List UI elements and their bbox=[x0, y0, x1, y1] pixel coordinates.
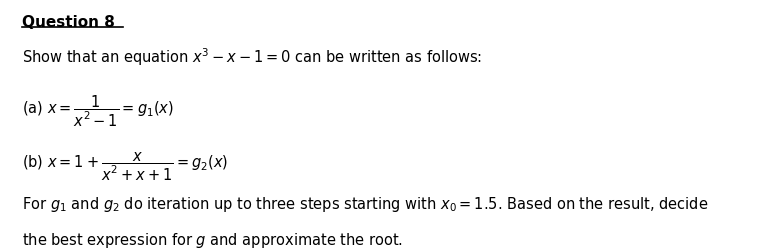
Text: (a) $x=\dfrac{1}{x^2-1}=g_1(x)$: (a) $x=\dfrac{1}{x^2-1}=g_1(x)$ bbox=[22, 93, 174, 129]
Text: Question 8: Question 8 bbox=[22, 15, 115, 29]
Text: For $g_1$ and $g_2$ do iteration up to three steps starting with $x_0=1.5$. Base: For $g_1$ and $g_2$ do iteration up to t… bbox=[22, 194, 709, 213]
Text: Show that an equation $x^3-x-1=0$ can be written as follows:: Show that an equation $x^3-x-1=0$ can be… bbox=[22, 46, 482, 68]
Text: (b) $x=1+\dfrac{x}{x^2+x+1}=g_2(x)$: (b) $x=1+\dfrac{x}{x^2+x+1}=g_2(x)$ bbox=[22, 150, 228, 182]
Text: the best expression for $g$ and approximate the root.: the best expression for $g$ and approxim… bbox=[22, 230, 403, 249]
